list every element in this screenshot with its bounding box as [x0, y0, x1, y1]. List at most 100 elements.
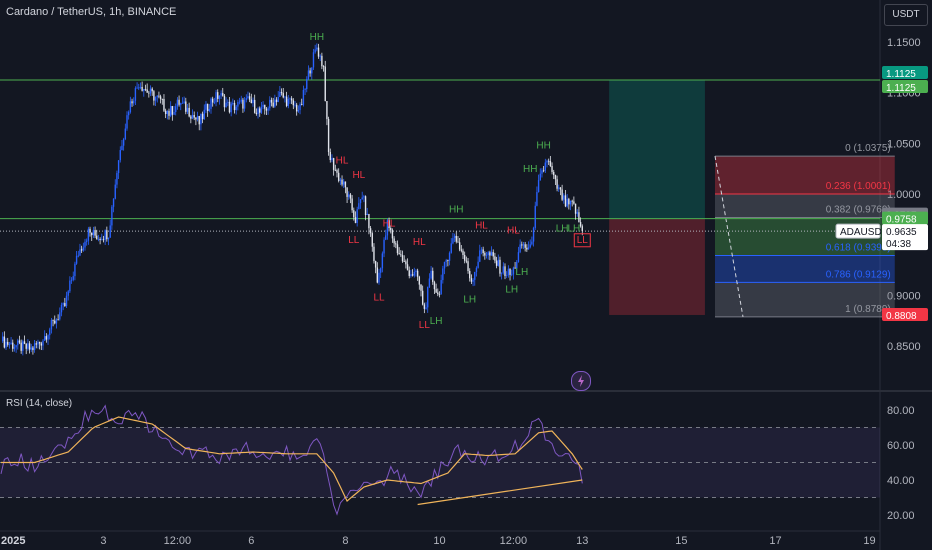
candle — [220, 93, 222, 96]
candle — [285, 96, 288, 106]
candle — [437, 292, 439, 295]
position-stop-zone[interactable] — [609, 218, 705, 315]
candle — [223, 95, 226, 108]
level-tag: 0.9758 — [886, 215, 917, 226]
candle — [131, 101, 133, 104]
candle — [304, 89, 306, 90]
candle — [129, 101, 132, 113]
fib-level-label: 0 (1.0375) — [845, 143, 891, 154]
candle — [327, 119, 330, 152]
fib-zone[interactable] — [715, 282, 895, 317]
rsi-title: RSI (14, close) — [6, 398, 73, 409]
structure-label: HL — [475, 221, 488, 232]
candle — [297, 110, 300, 112]
candle — [121, 145, 123, 151]
candle — [91, 232, 93, 236]
candle — [408, 270, 410, 277]
candle — [566, 198, 568, 207]
candle — [499, 259, 501, 274]
candle — [322, 66, 325, 67]
fib-zone[interactable] — [715, 193, 895, 218]
candle — [504, 266, 506, 277]
candle — [143, 89, 145, 91]
fib-trend-line[interactable] — [714, 155, 744, 317]
candle — [526, 247, 528, 250]
candle — [353, 210, 355, 218]
structure-label: LL — [577, 235, 589, 246]
flash-button[interactable] — [571, 371, 591, 391]
structure-label: LH — [567, 224, 580, 235]
candle — [67, 291, 69, 296]
candle — [242, 99, 244, 109]
candle — [136, 87, 138, 89]
candle — [467, 261, 469, 271]
candle — [178, 99, 180, 105]
candle — [393, 238, 395, 244]
candle — [139, 86, 142, 88]
candle — [227, 101, 229, 103]
candle — [217, 92, 219, 99]
candle — [479, 250, 481, 262]
price-axis-tick: 1.0500 — [887, 138, 921, 150]
position-target-zone[interactable] — [609, 80, 705, 219]
candle — [253, 99, 256, 113]
candle — [465, 260, 468, 262]
candle — [156, 95, 158, 98]
candle — [411, 274, 414, 276]
candle — [447, 260, 449, 261]
candle — [203, 109, 205, 120]
candle — [348, 194, 350, 197]
candle — [403, 261, 405, 263]
candle — [563, 195, 565, 200]
candle — [215, 92, 217, 103]
candle — [193, 115, 195, 118]
candle — [418, 276, 421, 285]
candle — [388, 220, 390, 229]
candle — [164, 110, 167, 114]
candle — [458, 242, 461, 250]
candle — [457, 241, 459, 243]
candle — [13, 347, 16, 349]
candle — [421, 290, 424, 305]
candle — [52, 320, 54, 321]
candle — [240, 99, 242, 102]
candle — [507, 268, 510, 276]
candle — [17, 340, 19, 346]
candle — [574, 203, 577, 214]
time-axis-tick: 8 — [342, 535, 348, 547]
candle — [301, 104, 303, 105]
candle — [415, 270, 417, 272]
currency-button[interactable]: USDT — [884, 4, 928, 26]
candle — [425, 307, 427, 309]
candle — [49, 329, 51, 336]
candle — [341, 179, 343, 185]
level-tag-bg — [882, 80, 928, 94]
candle — [168, 110, 170, 116]
candle — [15, 345, 17, 348]
candle — [541, 170, 543, 174]
candle — [111, 206, 113, 226]
candle — [571, 200, 573, 202]
candle — [159, 96, 162, 99]
candle — [173, 111, 175, 115]
candle — [124, 128, 127, 139]
fib-zone[interactable] — [715, 255, 895, 283]
time-axis-tick: 12:00 — [164, 535, 192, 547]
candle — [314, 49, 316, 53]
candle — [450, 243, 452, 253]
candle — [272, 102, 274, 107]
candle — [337, 172, 340, 181]
fib-zone[interactable] — [715, 156, 895, 194]
candle — [474, 271, 476, 280]
price-axis-tick: 0.8500 — [887, 341, 921, 353]
candle — [33, 343, 36, 351]
rsi-trendline[interactable] — [417, 479, 583, 506]
candle — [163, 98, 165, 111]
fib-level-label: 0.618 (0.9395) — [826, 242, 891, 253]
time-axis-tick: 3 — [100, 535, 106, 547]
candle — [45, 336, 48, 340]
candle — [469, 270, 471, 279]
candle — [74, 263, 76, 277]
candle — [509, 268, 511, 275]
